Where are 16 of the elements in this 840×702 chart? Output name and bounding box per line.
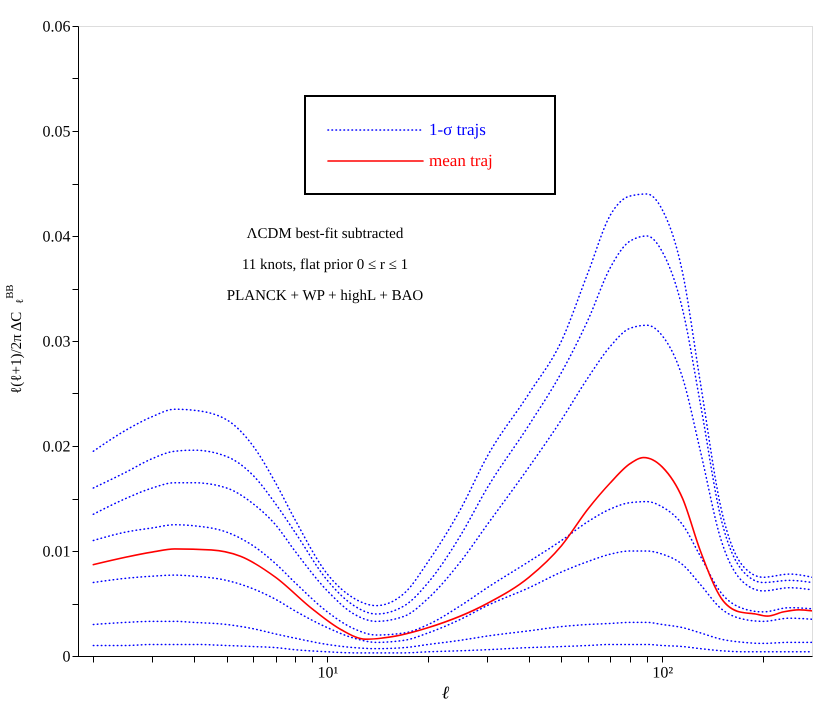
y-tick-label: 0.04 (42, 228, 70, 246)
y-tick-label: 0.05 (42, 124, 70, 140)
y-tick-label: 0.06 (42, 18, 70, 36)
x-axis-title: ℓ (442, 682, 450, 702)
annotation: PLANCK + WP + highL + BAO (226, 288, 424, 304)
annotation: ΛCDM best-fit subtracted (246, 226, 404, 242)
y-tick-label: 0.03 (42, 334, 70, 350)
y-tick-label: 0.01 (42, 544, 70, 560)
annotation: 11 knots, flat prior 0 ≤ r ≤ 1 (242, 257, 408, 273)
y-tick-label: 0.02 (42, 438, 70, 456)
x-tick-label: 10¹ (317, 664, 338, 682)
y-axis-title: ℓ(ℓ+1)/2π ΔCℓBB (5, 284, 26, 394)
text: 1-σ trajs (429, 120, 486, 139)
y-tick-label: 0 (62, 648, 70, 666)
x-tick-label: 10² (652, 664, 674, 682)
text: mean traj (429, 151, 493, 170)
